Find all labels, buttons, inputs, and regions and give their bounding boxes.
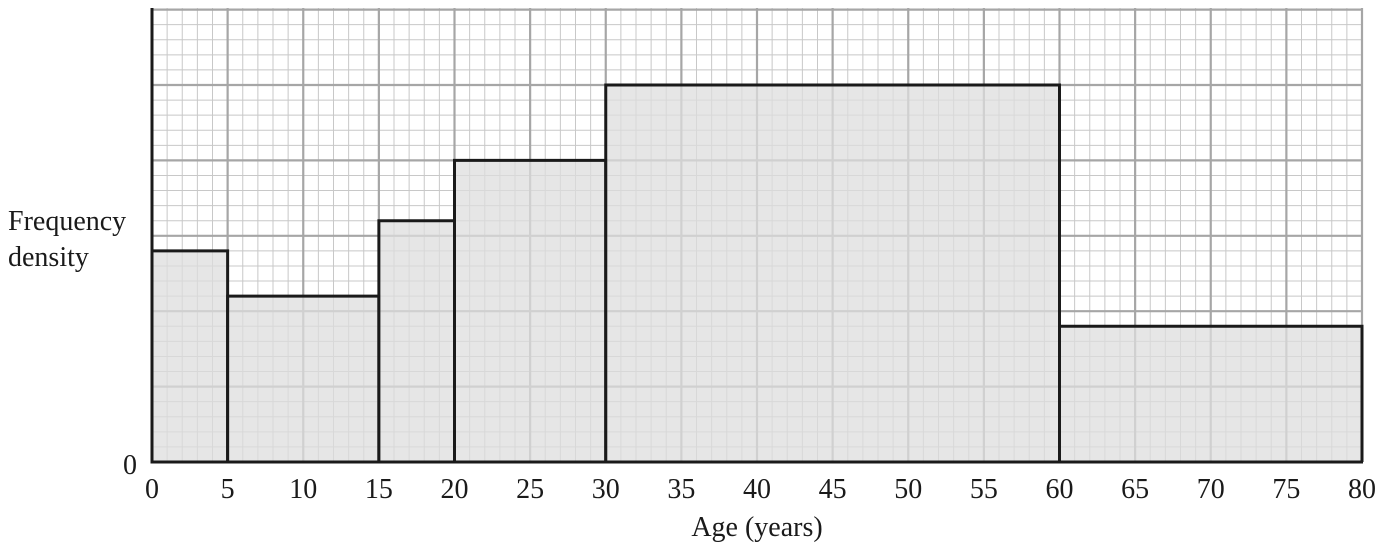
y-axis-label-line-1: Frequency — [8, 206, 127, 237]
histogram-bar-fill-1 — [227, 296, 379, 462]
y-tick-label: 0 — [123, 450, 137, 481]
x-tick-label: 5 — [221, 474, 235, 505]
x-tick-label: 80 — [1348, 474, 1376, 505]
histogram-bar-fill-5 — [1059, 326, 1362, 462]
x-tick-label: 30 — [592, 474, 620, 505]
x-tick-labels: 0 5 10 15 20 25 30 35 40 45 50 55 60 65 70 75 80 0 — [123, 450, 1376, 505]
histogram-bars — [150, 83, 1364, 462]
histogram-bar-5 — [1058, 324, 1364, 462]
x-tick-label: 20 — [441, 474, 469, 505]
histogram-bar-fill-2 — [378, 220, 455, 462]
x-axis-label: Age (years) — [691, 512, 822, 543]
x-tick-label: 50 — [894, 474, 922, 505]
y-axis-label-line-2: density — [8, 242, 89, 273]
x-tick-label: 40 — [743, 474, 771, 505]
x-tick-label: 75 — [1272, 474, 1300, 505]
x-tick-label: 60 — [1046, 474, 1074, 505]
x-tick-label: 55 — [970, 474, 998, 505]
y-axis-label: Frequency density — [8, 204, 148, 276]
histogram-bar-fill-4 — [605, 85, 1060, 462]
x-tick-label: 10 — [289, 474, 317, 505]
x-tick-label: 70 — [1197, 474, 1225, 505]
x-tick-label: 25 — [516, 474, 544, 505]
x-tick-label: 15 — [365, 474, 393, 505]
histogram-bar-4 — [604, 83, 1061, 462]
x-tick-label: 45 — [819, 474, 847, 505]
histogram-bar-fill-3 — [454, 160, 606, 462]
histogram-bar-fill-0 — [152, 250, 228, 462]
x-tick-label: 35 — [667, 474, 695, 505]
x-tick-label: 65 — [1121, 474, 1149, 505]
axes — [150, 8, 1363, 464]
x-tick-label: 0 — [145, 474, 159, 505]
